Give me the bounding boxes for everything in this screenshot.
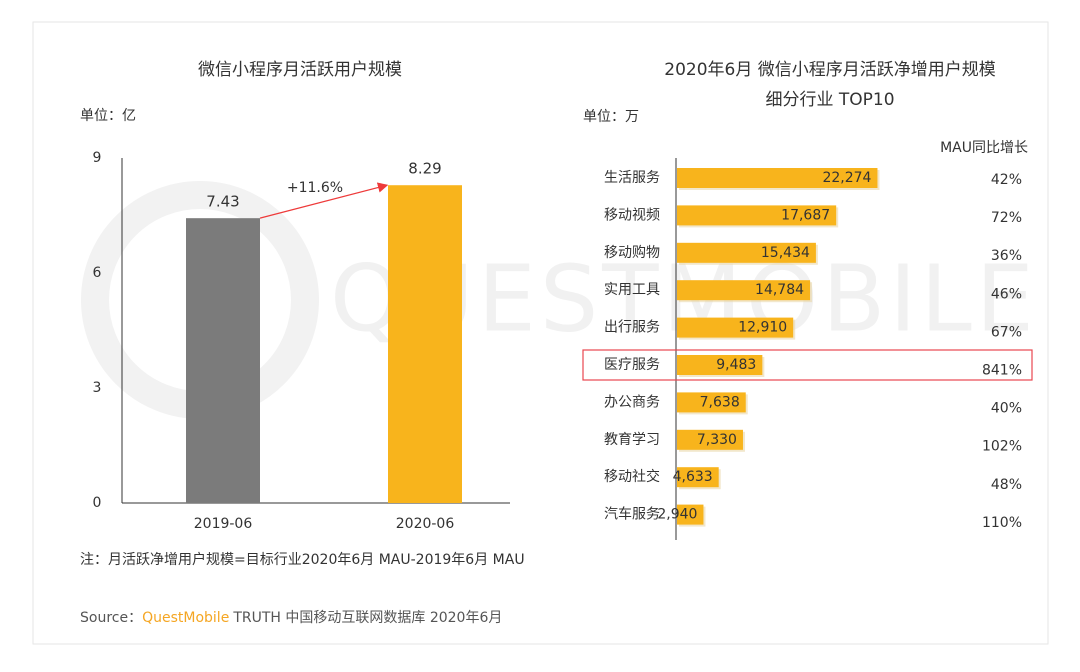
source: Source：QuestMobile TRUTH 中国移动互联网数据库 2020年…	[80, 610, 502, 626]
growth-label: 42%	[991, 172, 1022, 188]
category-label: 实用工具	[604, 282, 660, 298]
value-label: 22,274	[822, 170, 871, 186]
bar	[388, 185, 462, 503]
right-title: 2020年6月 微信小程序月活跃净增用户规模	[664, 60, 995, 80]
source-label: Source：	[80, 610, 142, 626]
category-label: 移动社交	[604, 468, 660, 485]
bar	[677, 317, 794, 338]
value-label: 12,910	[738, 320, 787, 336]
highlight-box	[582, 349, 1033, 381]
growth-label: 36%	[991, 248, 1022, 264]
bar	[677, 205, 837, 226]
bar	[677, 280, 811, 301]
x-tick-label: 2020-06	[396, 516, 455, 532]
value-label: 17,687	[781, 207, 830, 223]
y-tick-label: 9	[93, 150, 102, 166]
growth-label: 841%	[982, 363, 1022, 379]
column-header: MAU同比增长	[940, 140, 1028, 156]
category-label: 生活服务	[604, 170, 660, 186]
growth-label: 72%	[991, 210, 1022, 226]
right-subtitle: 细分行业 TOP10	[765, 90, 894, 110]
bar	[677, 355, 763, 375]
bar	[677, 467, 719, 488]
growth-arrow	[259, 182, 389, 219]
value-label: 8.29	[408, 160, 441, 178]
value-label: 14,784	[755, 282, 804, 298]
left-unit: 单位：亿	[80, 108, 136, 124]
bar	[677, 242, 816, 263]
value-label: 15,434	[761, 245, 810, 261]
category-label: 移动视频	[604, 207, 660, 223]
note: 注：月活跃净增用户规模=目标行业2020年6月 MAU-2019年6月 MAU	[80, 551, 525, 568]
category-label: 移动购物	[604, 245, 660, 261]
value-label: 7,330	[697, 432, 737, 448]
growth-label: 40%	[991, 401, 1022, 417]
category-label: 医疗服务	[604, 357, 660, 373]
annotation: +11.6%	[287, 180, 343, 196]
category-label: 汽车服务	[604, 506, 660, 523]
y-tick-label: 0	[93, 495, 102, 511]
source-text: TRUTH 中国移动互联网数据库 2020年6月	[232, 610, 502, 626]
source-brand: QuestMobile	[142, 610, 229, 626]
category-label: 办公商务	[604, 394, 660, 410]
right-unit: 单位：万	[583, 109, 639, 125]
growth-label: 48%	[991, 477, 1022, 493]
category-label: 出行服务	[604, 320, 660, 336]
value-label: 2,940	[657, 507, 697, 523]
y-tick-label: 6	[93, 265, 102, 281]
value-label: 7,638	[700, 394, 740, 410]
category-label: 教育学习	[604, 432, 660, 448]
bar	[677, 168, 878, 188]
bar	[186, 218, 260, 503]
y-tick-label: 3	[93, 380, 102, 396]
growth-label: 102%	[982, 439, 1022, 455]
value-label: 9,483	[716, 357, 756, 373]
bar	[677, 429, 743, 450]
bar	[677, 392, 746, 413]
growth-label: 67%	[991, 324, 1022, 340]
growth-label: 46%	[991, 286, 1022, 302]
frame	[32, 21, 1049, 645]
left-title: 微信小程序月活跃用户规模	[198, 60, 402, 80]
value-label: 4,633	[673, 469, 713, 485]
x-tick-label: 2019-06	[194, 516, 253, 532]
value-label: 7.43	[206, 193, 239, 211]
growth-label: 110%	[982, 515, 1022, 531]
bar	[677, 504, 704, 525]
